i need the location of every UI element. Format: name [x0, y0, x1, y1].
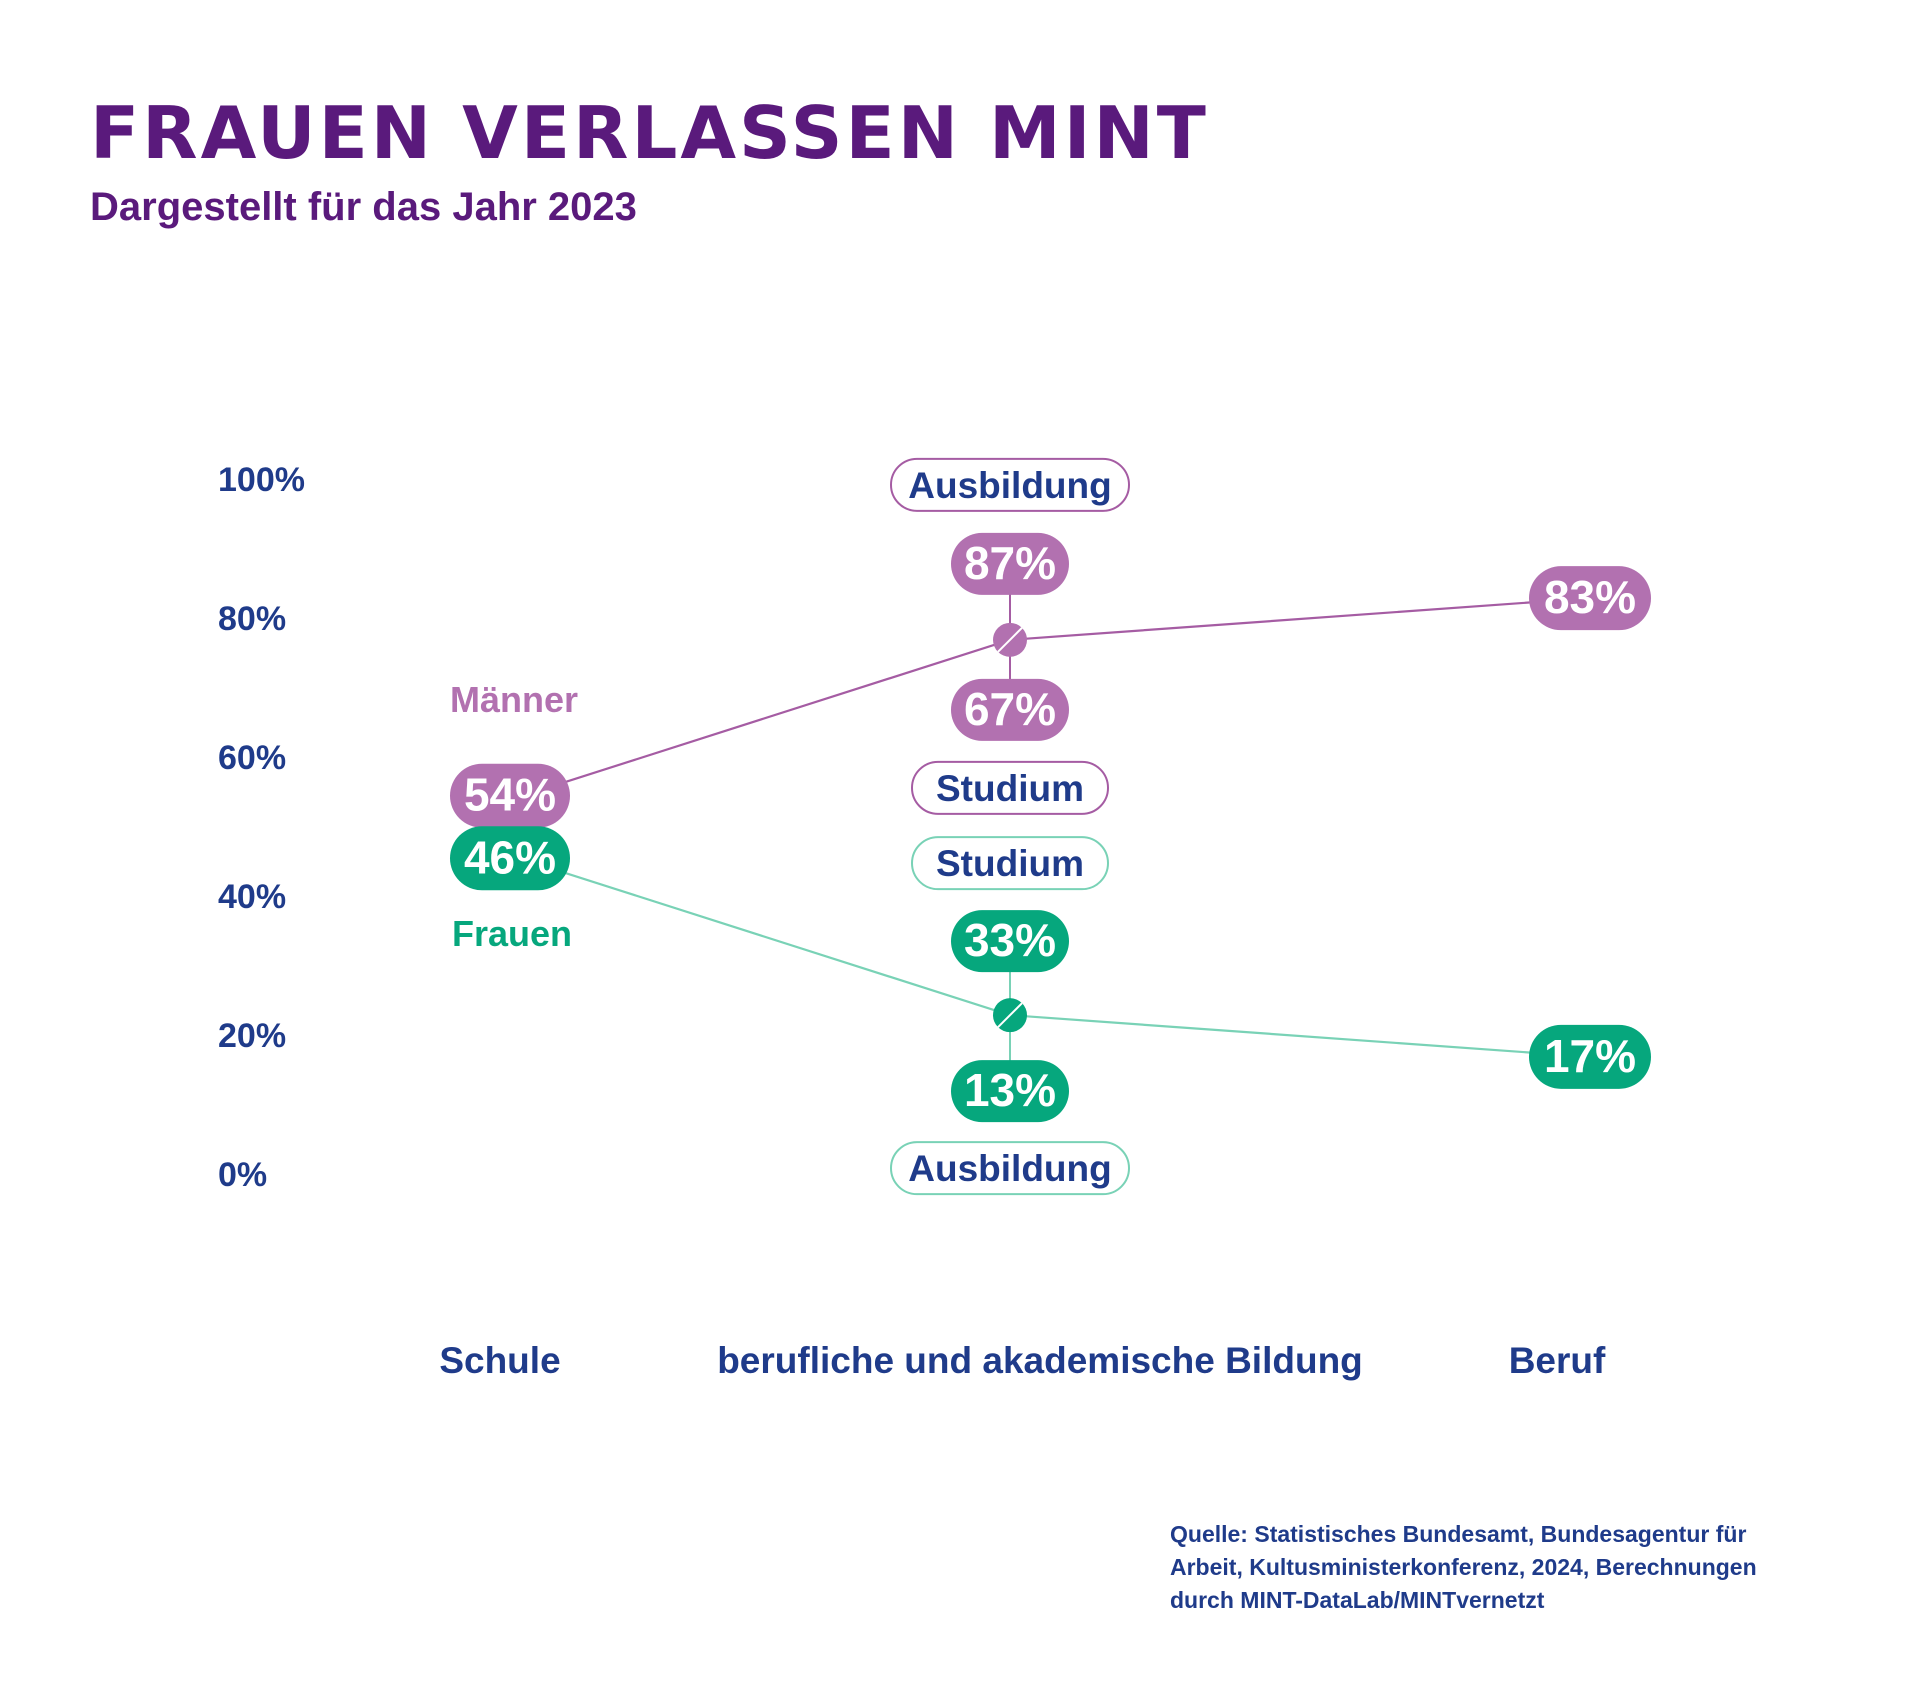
source-line: Arbeit, Kultusministerkonferenz, 2024, B… — [1170, 1554, 1757, 1580]
series-name-men: Männer — [450, 679, 578, 720]
data-label-lower-women-pill — [951, 1060, 1069, 1123]
y-tick-label: 100% — [218, 461, 305, 499]
x-tick-label: Schule — [439, 1340, 560, 1381]
data-label-lower-men: 67% — [964, 683, 1056, 735]
category-label-lower-women: Ausbildung — [908, 1148, 1111, 1189]
data-label-end-women: 17% — [1544, 1030, 1636, 1082]
data-label-upper-women-pill — [951, 910, 1069, 973]
x-axis: Schule berufliche und akademische Bildung… — [439, 1340, 1606, 1381]
category-label-upper-women-outline — [911, 836, 1109, 891]
source-note: Quelle: Statistisches Bundesamt, Bundesa… — [1170, 1521, 1763, 1613]
y-tick-label: 20% — [218, 1017, 286, 1055]
category-label-upper-men-outline — [890, 457, 1130, 512]
data-label-start-men: 54% — [464, 769, 556, 821]
source-line: Quelle: Statistisches Bundesamt, Bundesa… — [1170, 1521, 1746, 1547]
y-tick-label: 80% — [218, 600, 286, 638]
y-tick-label: 40% — [218, 878, 286, 916]
data-label-end-men: 83% — [1544, 571, 1636, 623]
x-tick-label: Beruf — [1509, 1340, 1606, 1381]
category-label-lower-women-outline — [890, 1141, 1130, 1196]
data-label-upper-men: 87% — [964, 537, 1056, 589]
category-label-upper-men: Ausbildung — [908, 465, 1111, 506]
data-label-end-women-pill — [1529, 1024, 1651, 1089]
data-label-lower-men-pill — [951, 678, 1069, 741]
data-label-end-men-pill — [1529, 566, 1651, 631]
data-label-start-men-pill — [450, 763, 570, 828]
data-label-upper-men-pill — [951, 532, 1069, 595]
series-layer: 87% 67% Ausbildung Studium 54% 83% Männer 33% 13… — [450, 457, 1651, 1196]
data-point-slash-women — [997, 1002, 1023, 1028]
y-tick-label: 60% — [218, 739, 286, 777]
chart-subtitle: Dargestellt für das Jahr 2023 — [90, 185, 637, 229]
y-axis: 100% 80% 60% 40% 20% 0% — [218, 461, 305, 1194]
data-label-upper-women: 33% — [964, 914, 1056, 966]
category-label-lower-men-outline — [911, 760, 1109, 815]
x-tick-label: berufliche und akademische Bildung — [717, 1340, 1363, 1381]
data-label-start-women: 46% — [464, 831, 556, 883]
chart-title: FRAUEN VERLASSEN MINT — [90, 91, 1209, 175]
y-tick-label: 0% — [218, 1156, 267, 1194]
category-label-lower-men: Studium — [936, 768, 1084, 809]
series-name-women: Frauen — [452, 913, 572, 954]
data-label-lower-women: 13% — [964, 1064, 1056, 1116]
category-label-upper-women: Studium — [936, 843, 1084, 884]
data-point-slash-men — [997, 627, 1023, 653]
source-line: durch MINT-DataLab/MINTvernetzt — [1170, 1587, 1545, 1613]
data-label-start-women-pill — [450, 826, 570, 891]
